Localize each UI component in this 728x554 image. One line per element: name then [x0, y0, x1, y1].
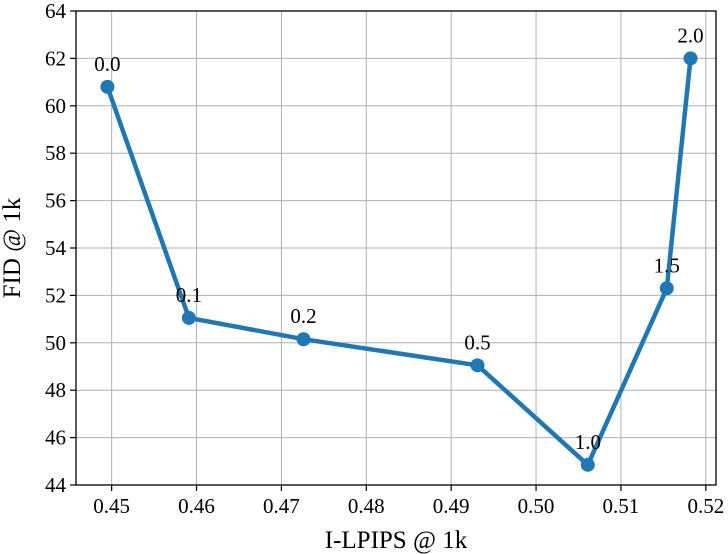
y-tick-label: 56 [45, 189, 66, 213]
x-tick-label: 0.48 [348, 494, 385, 518]
x-axis-label: I-LPIPS @ 1k [325, 527, 468, 554]
data-point-marker [296, 332, 311, 347]
data-point-marker [181, 310, 196, 325]
data-point-label: 1.5 [654, 253, 680, 277]
grid-lines [76, 10, 716, 486]
x-tick-label: 0.46 [178, 494, 215, 518]
data-point-label: 1.0 [575, 430, 601, 454]
x-axis-ticks: 0.45 0.46 0.47 0.48 0.49 0.50 0.51 0.52 [93, 485, 724, 518]
data-point-marker [100, 79, 115, 94]
point-labels: 0.0 0.1 0.2 0.5 1.0 1.5 2.0 [94, 23, 703, 453]
y-tick-label: 46 [45, 426, 66, 450]
data-point-marker [470, 358, 485, 373]
data-point-marker [683, 51, 698, 66]
x-tick-label: 0.49 [433, 494, 470, 518]
data-point-marker [580, 457, 595, 472]
y-axis-label: FID @ 1k [0, 197, 26, 298]
series-line [105, 58, 693, 468]
y-tick-label: 58 [45, 141, 66, 165]
x-tick-label: 0.52 [687, 494, 724, 518]
x-tick-label: 0.47 [263, 494, 300, 518]
y-tick-label: 44 [45, 473, 67, 497]
y-tick-label: 54 [45, 236, 67, 260]
data-point-label: 0.2 [290, 304, 316, 328]
y-tick-label: 50 [45, 331, 66, 355]
data-point-marker [659, 281, 674, 296]
data-point-label: 0.0 [94, 52, 120, 76]
data-series [100, 51, 698, 472]
x-tick-label: 0.50 [518, 494, 555, 518]
y-tick-label: 48 [45, 378, 66, 402]
data-point-label: 2.0 [677, 23, 703, 47]
data-point-label: 0.1 [176, 283, 202, 307]
y-tick-label: 62 [45, 46, 66, 70]
y-tick-label: 52 [45, 283, 66, 307]
x-tick-label: 0.45 [93, 494, 130, 518]
data-point-label: 0.5 [464, 330, 490, 354]
y-axis-ticks: 44 46 48 50 52 54 56 58 60 62 64 [45, 0, 76, 497]
y-tick-label: 64 [45, 0, 67, 23]
y-tick-label: 60 [45, 94, 66, 118]
x-tick-label: 0.51 [603, 494, 640, 518]
